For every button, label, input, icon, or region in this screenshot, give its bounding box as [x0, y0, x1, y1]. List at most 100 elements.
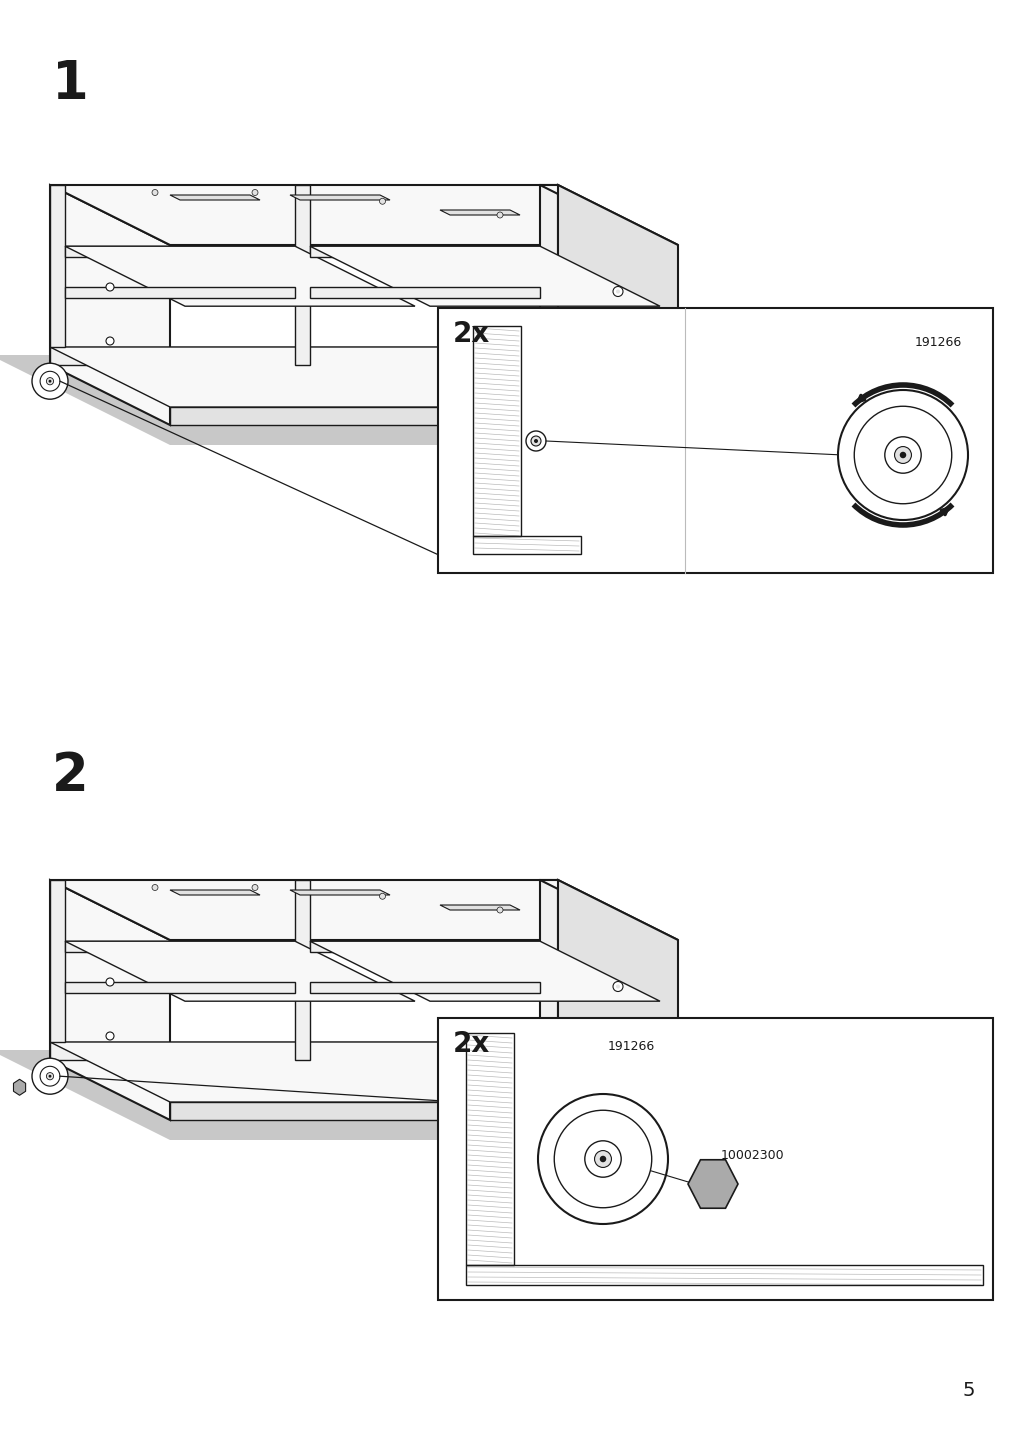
Polygon shape	[0, 1050, 819, 1140]
Polygon shape	[13, 1080, 25, 1095]
Polygon shape	[65, 286, 295, 298]
Circle shape	[899, 451, 906, 458]
Circle shape	[379, 894, 385, 899]
Polygon shape	[440, 905, 520, 909]
Polygon shape	[50, 881, 659, 939]
Polygon shape	[309, 982, 540, 992]
Bar	[472, 326, 521, 536]
Bar	[465, 1032, 514, 1264]
Circle shape	[613, 341, 623, 351]
Circle shape	[584, 1141, 621, 1177]
Polygon shape	[295, 881, 309, 1060]
Circle shape	[106, 978, 114, 987]
Polygon shape	[540, 881, 557, 1060]
Circle shape	[853, 407, 950, 504]
Circle shape	[32, 364, 68, 400]
Text: 1: 1	[52, 59, 89, 110]
Circle shape	[40, 1067, 60, 1085]
Polygon shape	[50, 347, 677, 407]
Polygon shape	[583, 1074, 595, 1090]
Polygon shape	[50, 185, 659, 245]
Polygon shape	[65, 246, 415, 306]
Polygon shape	[440, 211, 520, 215]
Polygon shape	[290, 891, 389, 895]
Polygon shape	[50, 881, 170, 1120]
Circle shape	[531, 435, 541, 445]
Circle shape	[32, 1058, 68, 1094]
Circle shape	[616, 985, 620, 988]
Circle shape	[106, 337, 114, 345]
Polygon shape	[557, 185, 677, 425]
Polygon shape	[557, 881, 677, 1120]
Circle shape	[613, 981, 623, 991]
Circle shape	[106, 284, 114, 291]
Circle shape	[47, 1073, 54, 1080]
Bar	[465, 1264, 982, 1285]
Polygon shape	[295, 185, 309, 365]
Polygon shape	[309, 941, 659, 1001]
Circle shape	[837, 390, 968, 520]
Circle shape	[554, 378, 561, 385]
Polygon shape	[290, 195, 389, 200]
Polygon shape	[65, 941, 295, 952]
Bar	[438, 1018, 992, 1300]
Circle shape	[49, 1075, 52, 1078]
Bar	[438, 308, 992, 573]
Circle shape	[593, 1150, 611, 1167]
Polygon shape	[170, 407, 677, 425]
Polygon shape	[65, 982, 295, 992]
Circle shape	[152, 885, 158, 891]
Polygon shape	[170, 1103, 677, 1120]
Circle shape	[47, 378, 54, 385]
Polygon shape	[65, 246, 295, 256]
Polygon shape	[540, 185, 557, 365]
Polygon shape	[65, 941, 415, 1001]
Circle shape	[548, 1067, 567, 1085]
Circle shape	[613, 286, 623, 296]
Circle shape	[540, 364, 575, 400]
Circle shape	[556, 379, 559, 382]
Text: 10002300: 10002300	[720, 1148, 784, 1161]
Text: 2: 2	[52, 750, 89, 802]
Text: 2x: 2x	[453, 319, 489, 348]
Polygon shape	[170, 195, 260, 200]
Text: 5: 5	[961, 1380, 974, 1400]
Circle shape	[379, 198, 385, 205]
Circle shape	[600, 1156, 606, 1163]
Circle shape	[40, 371, 60, 391]
Polygon shape	[50, 1042, 677, 1103]
Text: 191266: 191266	[914, 337, 961, 349]
Text: 191266: 191266	[608, 1040, 654, 1053]
Polygon shape	[50, 347, 557, 365]
Circle shape	[616, 1038, 620, 1042]
Polygon shape	[0, 355, 819, 445]
Polygon shape	[540, 881, 677, 939]
Polygon shape	[540, 185, 677, 245]
Polygon shape	[309, 246, 659, 306]
Circle shape	[538, 1094, 667, 1224]
Circle shape	[884, 437, 920, 473]
Polygon shape	[50, 185, 65, 347]
Circle shape	[616, 344, 620, 348]
Polygon shape	[50, 1042, 557, 1060]
Circle shape	[616, 289, 620, 294]
Circle shape	[534, 440, 538, 442]
Circle shape	[613, 1035, 623, 1045]
Bar	[472, 536, 580, 554]
Polygon shape	[50, 185, 170, 425]
Circle shape	[496, 906, 502, 914]
Circle shape	[252, 885, 258, 891]
Circle shape	[106, 1032, 114, 1040]
Circle shape	[540, 1058, 575, 1094]
Polygon shape	[50, 881, 65, 1042]
Polygon shape	[309, 941, 540, 952]
Circle shape	[526, 431, 546, 451]
Polygon shape	[309, 246, 540, 256]
Circle shape	[554, 1110, 651, 1207]
Circle shape	[152, 189, 158, 196]
Circle shape	[556, 1075, 559, 1078]
Polygon shape	[309, 286, 540, 298]
Polygon shape	[687, 1160, 737, 1209]
Circle shape	[252, 189, 258, 196]
Circle shape	[49, 379, 52, 382]
